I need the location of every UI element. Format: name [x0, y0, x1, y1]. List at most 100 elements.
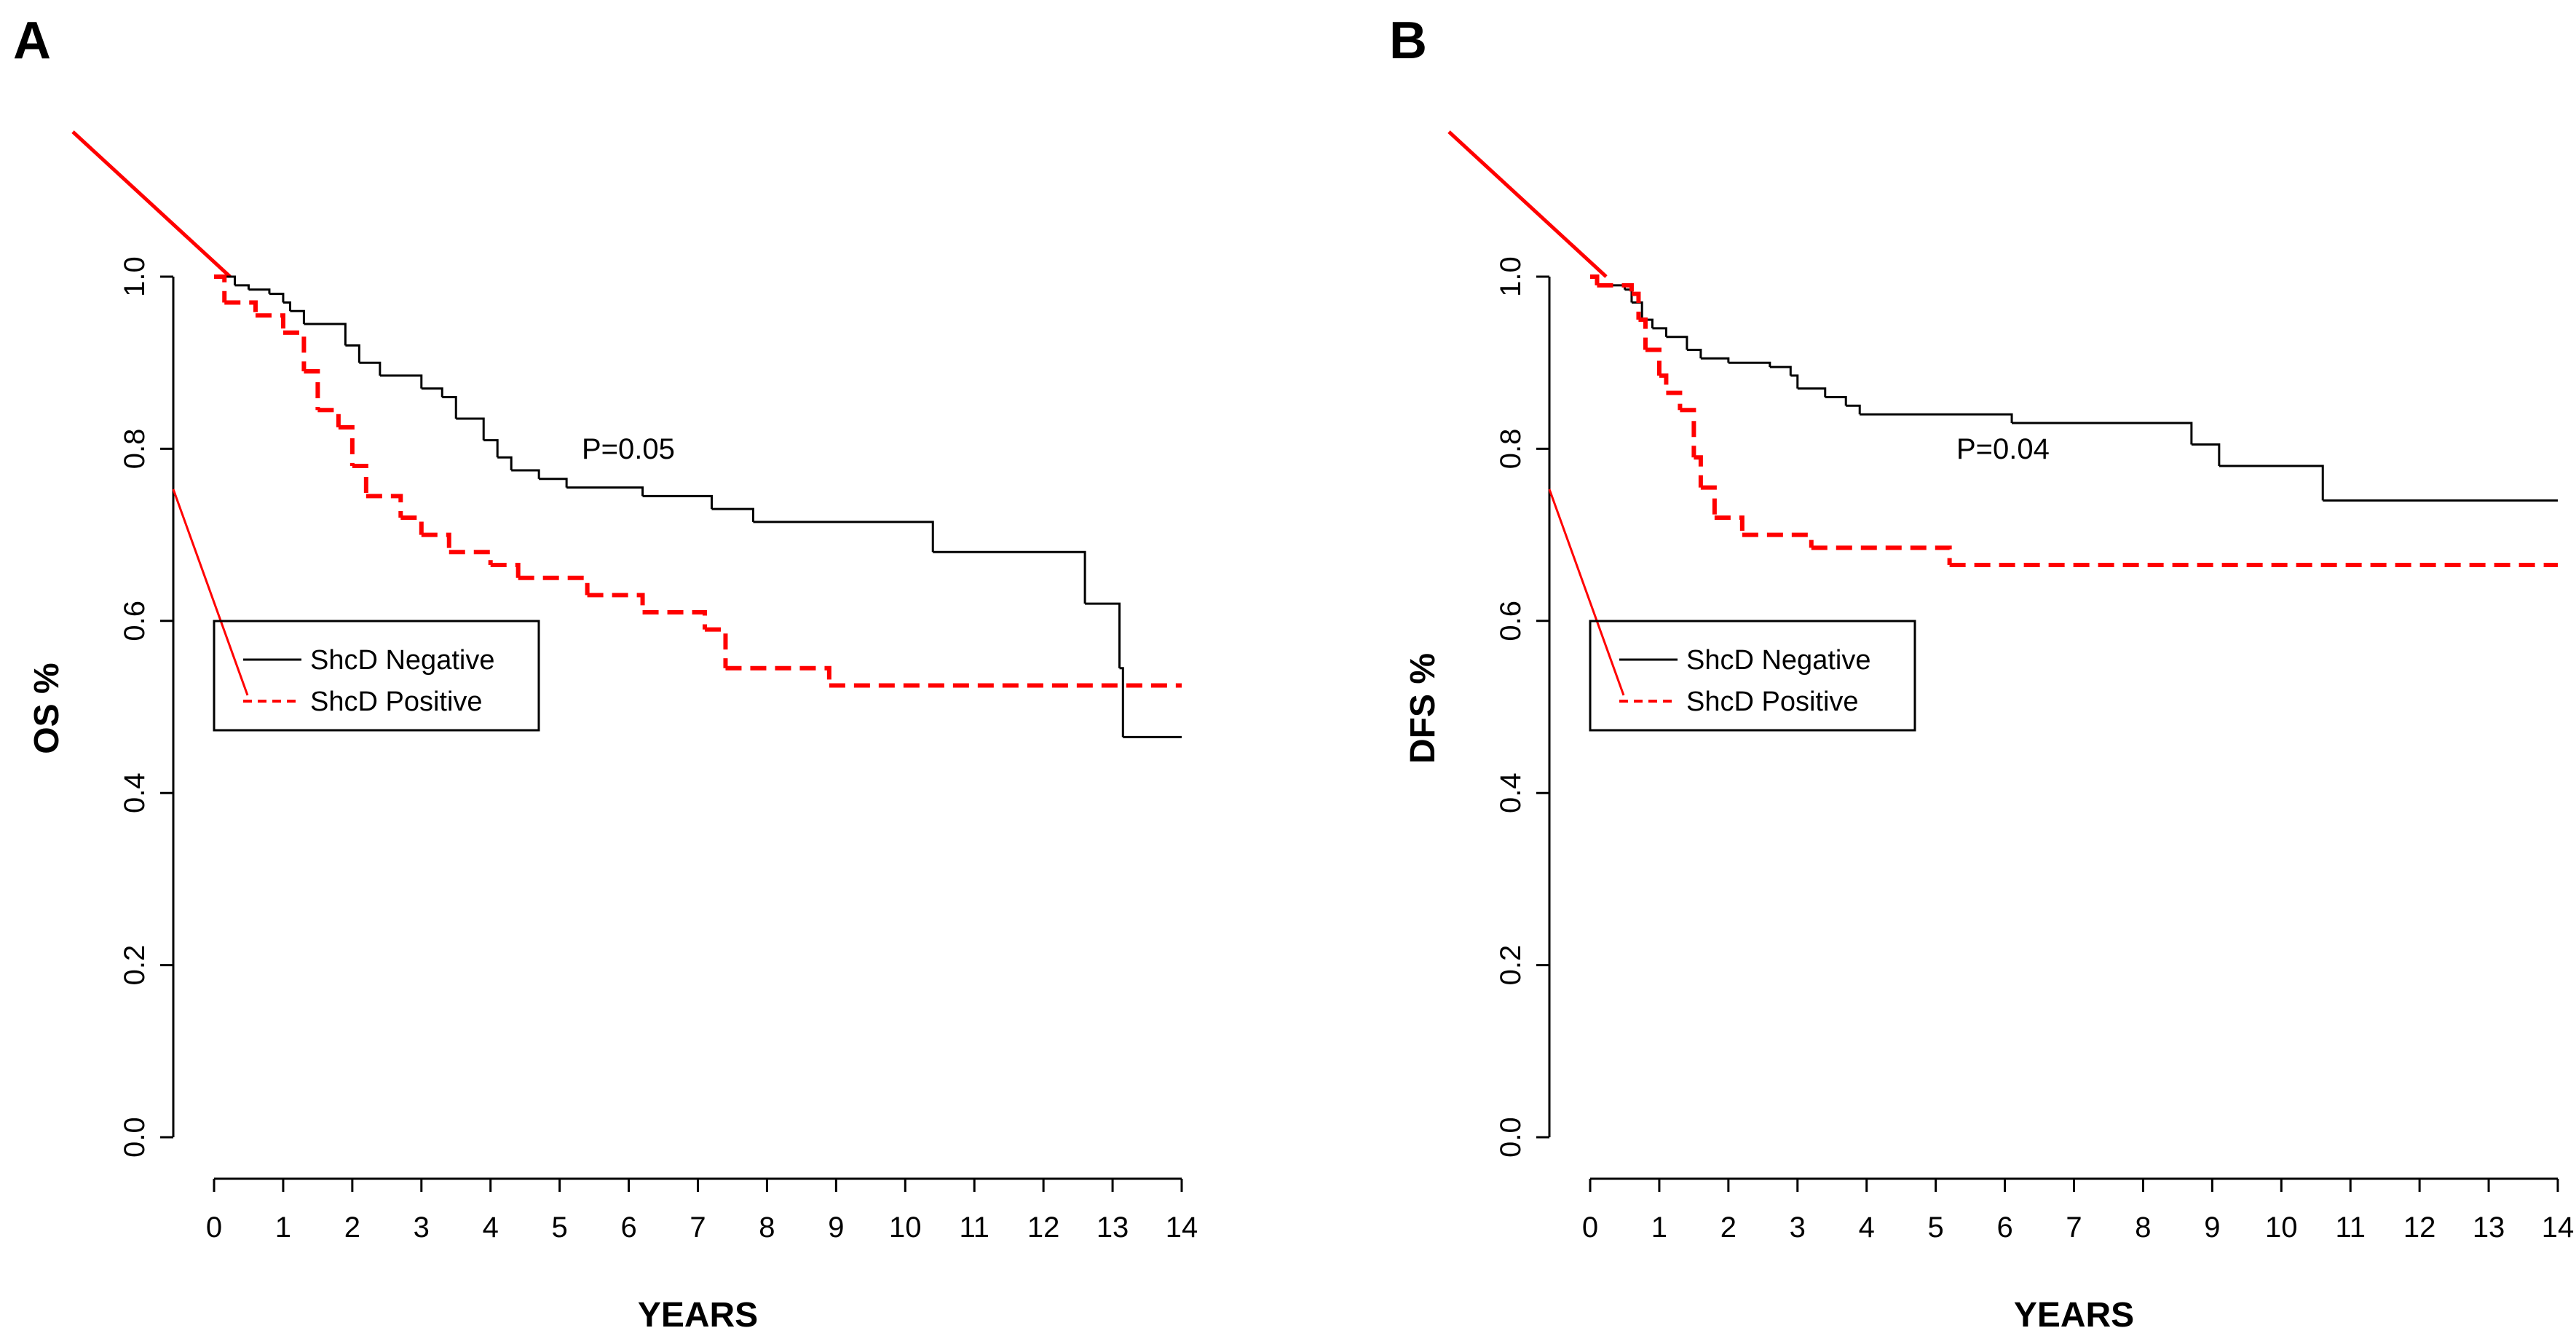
y-tick-label: 0.2	[119, 945, 151, 986]
km-step	[1638, 317, 1648, 350]
km-step	[1597, 282, 1634, 294]
km-step	[1728, 361, 1771, 368]
x-tick-label: 4	[483, 1211, 499, 1244]
x-tick-label: 13	[2473, 1211, 2505, 1244]
km-step	[1652, 327, 1667, 337]
y-tick-label: 1.0	[119, 256, 151, 297]
x-tick-label: 9	[828, 1211, 844, 1244]
km-step	[366, 494, 403, 518]
x-tick-label: 2	[1720, 1211, 1737, 1244]
km-step	[456, 417, 485, 440]
x-tick-label: 3	[1790, 1211, 1806, 1244]
x-tick-label: 3	[414, 1211, 430, 1244]
y-tick-label: 0.8	[119, 429, 151, 470]
km-step	[1714, 515, 1745, 535]
series-line	[214, 274, 1182, 688]
km-step	[1825, 395, 1847, 406]
legend-label: ShcD Negative	[1686, 645, 1870, 676]
km-step	[1590, 274, 1600, 285]
y-tick-label: 1.0	[1495, 256, 1527, 297]
x-axis-title: YEARS	[2014, 1296, 2134, 1335]
km-step	[1645, 347, 1662, 376]
km-step	[421, 532, 451, 553]
km-step	[248, 288, 271, 294]
x-tick-label: 14	[1166, 1211, 1198, 1244]
x-tick-label: 14	[2542, 1211, 2575, 1244]
km-step	[1797, 387, 1827, 398]
km-step	[1700, 485, 1717, 518]
km-step	[1631, 301, 1643, 320]
y-tick-label: 0.8	[1495, 429, 1527, 470]
km-step	[255, 313, 285, 333]
km-step	[234, 284, 250, 290]
y-tick-label: 0.6	[119, 601, 151, 641]
y-tick-label: 0.6	[1495, 601, 1527, 641]
panel-label: B	[1389, 12, 1427, 70]
series-line	[1590, 274, 2558, 567]
km-step	[1686, 348, 1702, 359]
y-tick-label: 0.0	[1495, 1117, 1527, 1158]
km-step	[449, 550, 493, 565]
legend-label: ShcD Positive	[310, 687, 483, 717]
km-step	[1680, 408, 1696, 458]
km-step	[442, 395, 457, 419]
y-tick-label: 0.4	[119, 772, 151, 813]
x-tick-label: 12	[2403, 1211, 2436, 1244]
x-tick-label: 12	[1027, 1211, 1060, 1244]
x-tick-label: 4	[1859, 1211, 1875, 1244]
x-tick-label: 13	[1097, 1211, 1129, 1244]
annotation: P=0.04	[1956, 433, 2050, 465]
panel-label: A	[13, 12, 51, 70]
km-step	[283, 330, 307, 372]
km-step	[290, 309, 305, 325]
km-step	[539, 478, 568, 488]
km-step	[933, 550, 1086, 604]
km-step	[214, 274, 227, 303]
km-step	[400, 515, 424, 535]
km-step	[359, 361, 382, 376]
km-step	[345, 344, 360, 363]
km-step	[1769, 365, 1792, 376]
km-step	[1624, 288, 1633, 303]
y-tick-label: 0.0	[119, 1117, 151, 1158]
x-tick-label: 11	[959, 1211, 989, 1244]
km-step	[497, 456, 513, 470]
annotation: P=0.05	[582, 433, 675, 465]
km-step	[511, 469, 540, 479]
km-step	[269, 293, 285, 303]
x-tick-label: 1	[1651, 1211, 1667, 1244]
km-step	[283, 301, 291, 312]
km-step	[379, 374, 423, 389]
km-step	[725, 665, 831, 686]
x-tick-label: 1	[275, 1211, 291, 1244]
y-axis-title: OS %	[28, 663, 66, 754]
km-step	[2219, 465, 2324, 501]
x-axis-title: YEARS	[638, 1296, 758, 1335]
km-step	[317, 408, 341, 427]
legend-box	[1589, 620, 1916, 732]
series-line	[214, 275, 1182, 738]
y-axis-title: DFS %	[1404, 653, 1442, 764]
decor-line	[1548, 489, 1625, 696]
x-tick-label: 6	[1996, 1211, 2012, 1244]
km-step	[304, 323, 347, 346]
km-step	[352, 464, 368, 497]
x-tick-label: 0	[206, 1211, 222, 1244]
y-tick-label: 0.2	[1495, 945, 1527, 986]
km-step	[224, 300, 258, 316]
series-line	[1590, 275, 2558, 502]
x-tick-label: 10	[2265, 1211, 2298, 1244]
km-step	[1119, 667, 1124, 738]
km-step	[490, 562, 521, 578]
x-tick-label: 7	[690, 1211, 706, 1244]
x-tick-label: 8	[2135, 1211, 2151, 1244]
x-tick-label: 7	[2066, 1211, 2082, 1244]
km-step	[753, 521, 934, 553]
km-step	[587, 593, 645, 612]
km-step	[1659, 373, 1669, 393]
km-step	[642, 609, 707, 630]
legend-label: ShcD Positive	[1686, 687, 1859, 717]
x-tick-label: 10	[889, 1211, 922, 1244]
